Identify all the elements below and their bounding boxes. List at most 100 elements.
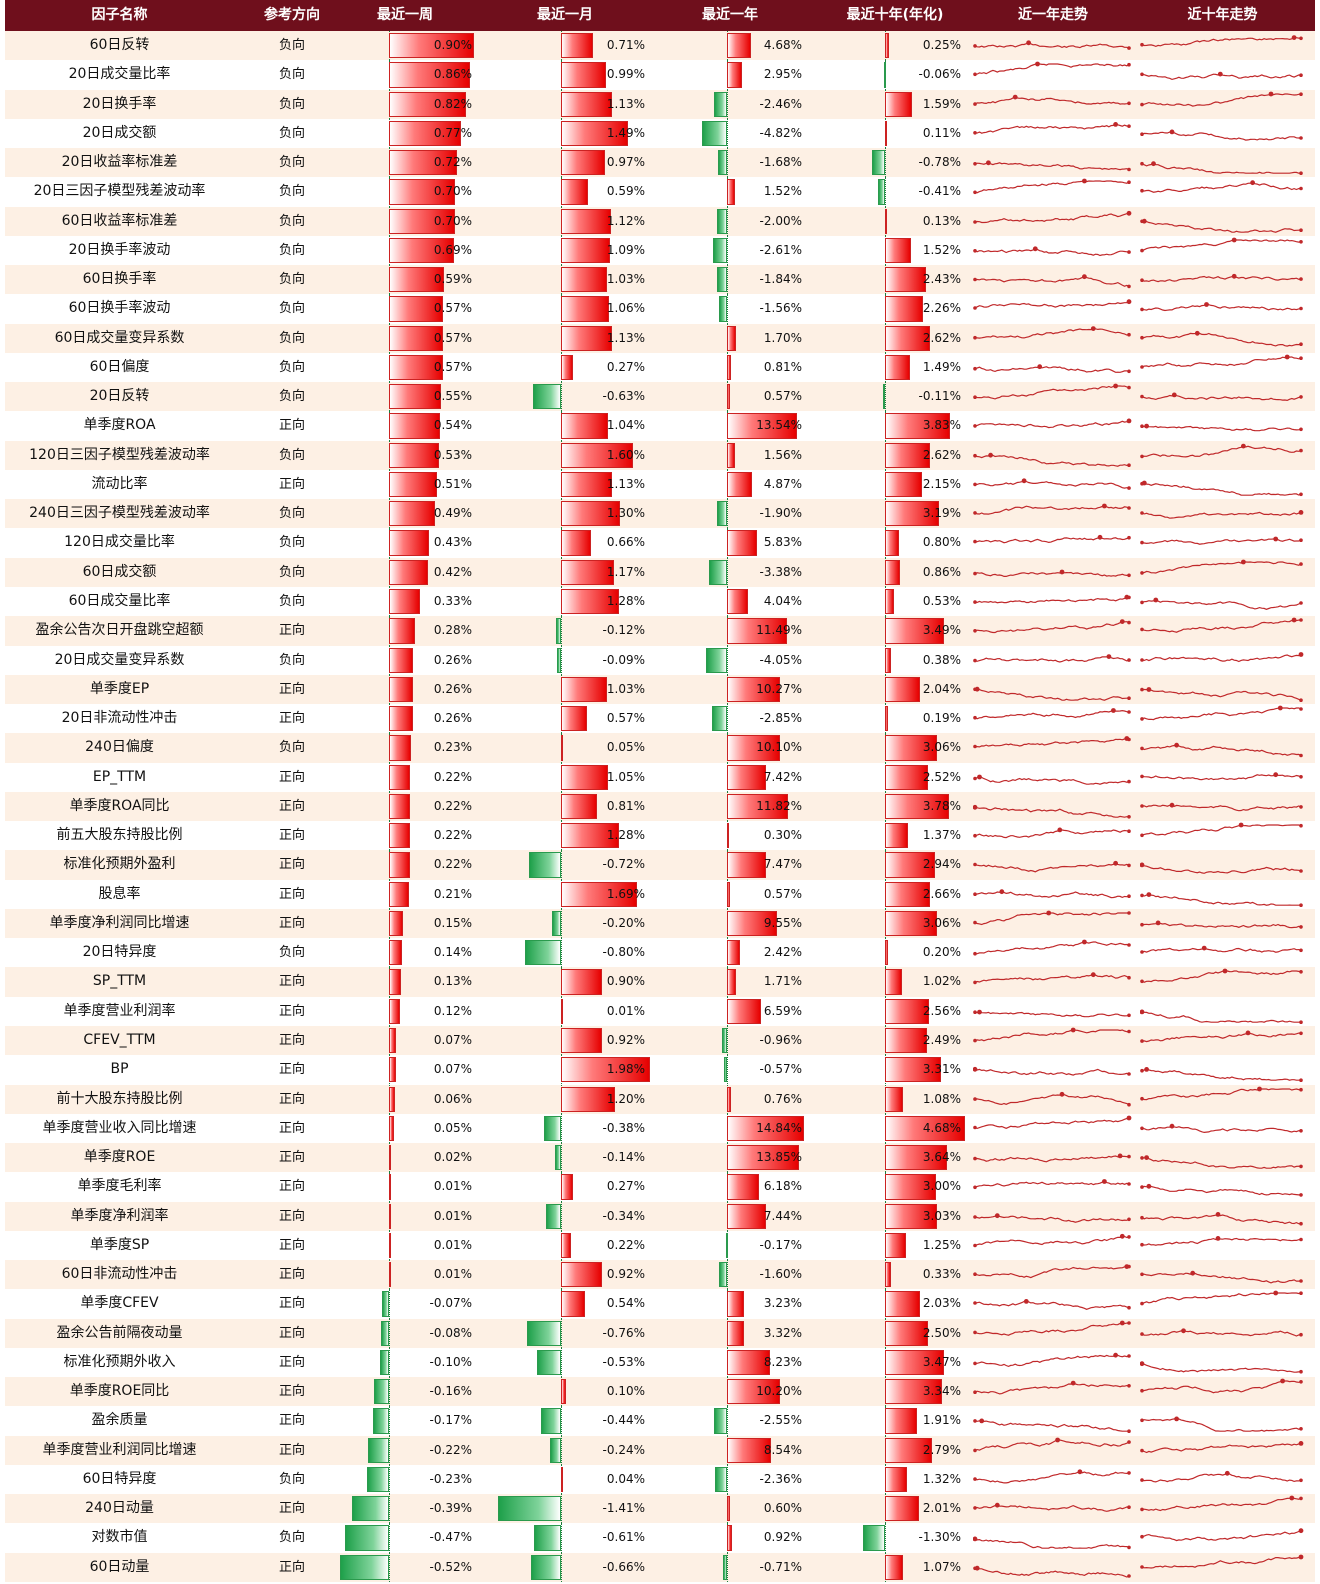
factor-name: 单季度ROE同比 [69, 1383, 170, 1400]
trend-sparkline-10y [1140, 1235, 1303, 1247]
bar-t [885, 296, 924, 322]
trend-marker [1127, 863, 1131, 868]
trend-marker [1299, 1193, 1303, 1197]
trend-marker [1032, 246, 1038, 252]
factor-name: 60日换手率 [82, 271, 157, 288]
trend-sparkline-1y [973, 61, 1131, 77]
factor-direction: 负向 [278, 184, 305, 200]
trend-marker [1127, 1217, 1131, 1221]
factor-direction: 正向 [278, 1559, 305, 1575]
factor-name: 20日换手率波动 [68, 241, 171, 258]
value-label-t: 2.79% [922, 1442, 961, 1457]
bar-t [885, 413, 951, 439]
trend-line [974, 709, 1130, 720]
trend-marker [1082, 939, 1087, 945]
factor-name: 120日三因子模型残差波动率 [29, 446, 210, 463]
zero-axis [727, 89, 728, 119]
value-label-y: 0.30% [763, 828, 802, 843]
trend-sparkline-10y [1140, 1270, 1303, 1284]
trend-sparkline-1y [973, 1264, 1131, 1279]
trend-marker [1299, 171, 1303, 176]
zero-axis [727, 1230, 728, 1261]
value-label-w: -0.39% [429, 1501, 472, 1516]
table-row: 60日成交量变异系数 负向 0.57% 1.13% 1.70% 2.62% [5, 323, 1315, 353]
bar-t [885, 530, 899, 556]
factor-direction: 正向 [278, 915, 305, 931]
trend-line [974, 1567, 1130, 1578]
trend-marker [977, 1009, 982, 1015]
bar-y [727, 1174, 760, 1200]
trend-marker [1140, 72, 1144, 77]
value-label-m: 1.98% [606, 1062, 645, 1077]
bar-y [727, 1320, 745, 1346]
table-row: 单季度营业利润同比增速 正向 -0.22% -0.24% 8.54% 2.79% [5, 1435, 1315, 1465]
zero-axis [727, 148, 728, 178]
trend-marker [1127, 1234, 1131, 1239]
trend-marker [973, 248, 977, 253]
trend-sparkline-1y [973, 383, 1131, 400]
trend-line [974, 212, 1130, 223]
table-row: 盈余公告次日开盘跳空超额 正向 0.28% -0.12% 11.49% 3.49% [5, 616, 1315, 646]
trend-marker [1012, 94, 1018, 100]
trend-marker [1299, 448, 1303, 453]
bar-m [561, 501, 620, 527]
trend-sparkline-1y [973, 1418, 1131, 1434]
value-label-w: 0.22% [433, 769, 472, 784]
zero-axis [561, 1113, 562, 1144]
trend-marker [1181, 1328, 1186, 1333]
trend-marker [1140, 1564, 1144, 1569]
trend-line [1141, 1418, 1302, 1433]
factor-name: 单季度营业利润率 [63, 1002, 176, 1019]
bar-y [727, 442, 736, 468]
trend-marker [1299, 562, 1303, 566]
trend-marker [1046, 910, 1052, 916]
bar-w [389, 1232, 391, 1259]
trend-sparkline-1y [973, 861, 1131, 873]
factor-name: 60日收益率标准差 [61, 212, 178, 229]
trend-sparkline-10y [1140, 822, 1303, 838]
value-label-w: 0.06% [433, 1091, 472, 1106]
value-label-t: 2.04% [922, 681, 961, 696]
zero-axis [389, 1289, 390, 1319]
bar-m [561, 1232, 571, 1259]
value-label-m: 0.92% [606, 1267, 645, 1282]
trend-marker [1299, 1529, 1303, 1533]
value-label-y: -0.96% [759, 1032, 802, 1047]
bar-m [561, 1027, 603, 1054]
trend-marker [973, 1096, 977, 1101]
trend-marker [973, 1185, 977, 1190]
value-label-m: 1.03% [606, 272, 645, 287]
trend-marker [973, 219, 977, 224]
trend-marker [1127, 1154, 1131, 1159]
value-label-m: 1.13% [606, 330, 645, 345]
factor-direction: 正向 [278, 476, 305, 492]
trend-marker [1127, 943, 1131, 947]
value-label-y: 4.04% [763, 594, 802, 609]
bar-y [727, 676, 781, 703]
value-label-w: 0.22% [433, 828, 472, 843]
trend-marker [1299, 91, 1303, 96]
trend-marker [1238, 822, 1244, 828]
trend-sparkline-1y [973, 1503, 1131, 1513]
trend-marker [1021, 478, 1027, 484]
trend-line [1141, 561, 1302, 574]
table-row: 单季度营业利润率 正向 0.12% 0.01% 6.59% 2.56% [5, 996, 1315, 1026]
factor-name: 单季度净利润率 [70, 1207, 169, 1224]
zero-axis [727, 235, 728, 266]
factor-direction: 负向 [278, 272, 305, 288]
trend-marker [1127, 710, 1131, 714]
trend-marker [1140, 774, 1144, 778]
value-label-y: 0.57% [763, 886, 802, 901]
trend-sparkline-10y [1140, 891, 1303, 907]
factor-direction: 负向 [278, 330, 305, 346]
zero-axis [561, 1143, 562, 1173]
value-label-m: 0.66% [606, 535, 645, 550]
bar-t [885, 267, 927, 293]
table-row: 20日特异度 负向 0.14% -0.80% 2.42% 0.20% [5, 938, 1315, 968]
trend-marker [1299, 1237, 1303, 1242]
bar-t [885, 1115, 965, 1142]
trend-marker [1299, 1164, 1303, 1169]
factor-name: 20日成交额 [82, 124, 157, 141]
trend-marker [973, 1038, 977, 1043]
trend-marker [973, 571, 977, 576]
